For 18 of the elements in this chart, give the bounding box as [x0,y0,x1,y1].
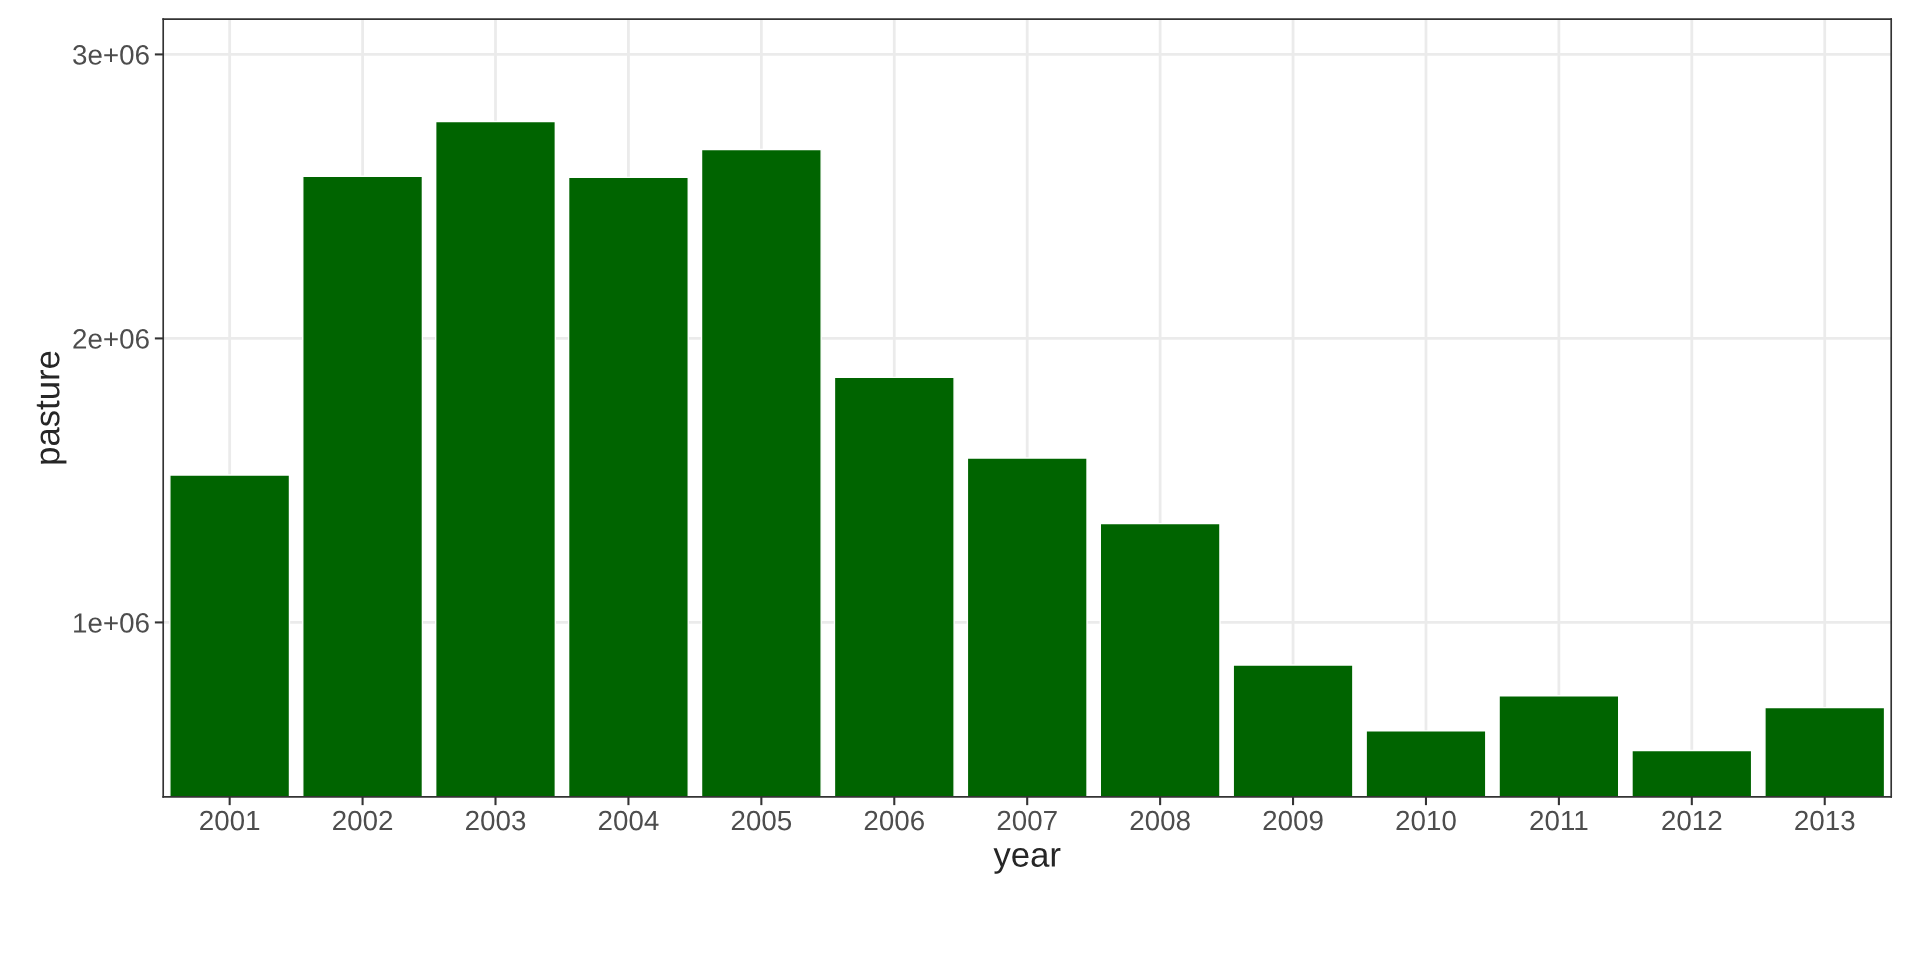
x-tick-label: 2001 [200,810,260,831]
x-tick-label: 2002 [333,810,393,831]
y-tick-label: 1e+06 [74,613,149,633]
x-tick-label: 2008 [1130,810,1190,831]
x-tick-label: 2003 [466,810,526,831]
x-tick-label: 2007 [997,810,1057,831]
x-tick-label: 2012 [1662,810,1722,831]
x-tick-label: 2009 [1263,810,1323,831]
x-tick-label: 2006 [864,810,924,831]
x-tick-label: 2013 [1795,810,1855,831]
y-tick-label: 3e+06 [73,45,149,65]
x-tick-label: 2004 [598,810,659,831]
x-tick-label: 2005 [731,810,792,831]
x-tick-label: 2010 [1396,810,1456,831]
y-axis-title: pasture [36,351,67,464]
y-tick-label: 2e+06 [73,329,149,349]
x-axis-title: year [993,847,1061,874]
x-tick-label: 2011 [1530,810,1588,831]
